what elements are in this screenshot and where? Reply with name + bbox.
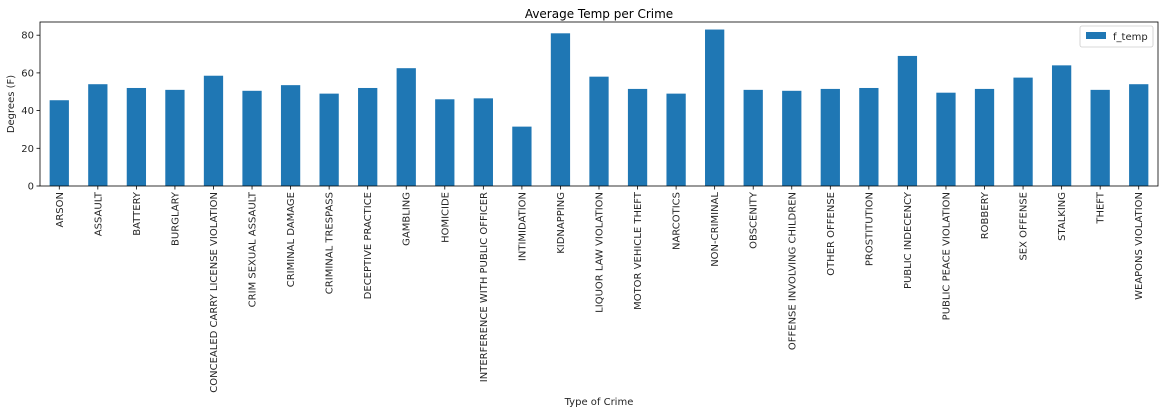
legend-box <box>1079 25 1154 48</box>
x-tick-label: BURGLARY <box>170 191 181 246</box>
x-tick-label: HOMICIDE <box>440 192 451 243</box>
x-tick-label: DECEPTIVE PRACTICE <box>363 192 374 299</box>
legend-label-f-temp: f_temp <box>1113 32 1148 43</box>
x-tick-label: ARSON <box>55 192 66 228</box>
y-tick-label: 80 <box>21 31 34 42</box>
plot-frame <box>39 21 1159 187</box>
x-axis-label: Type of Crime <box>564 397 634 408</box>
x-tick-label: PUBLIC INDECENCY <box>903 191 914 289</box>
y-tick-label: 60 <box>21 68 34 79</box>
bar-non-criminal <box>705 29 725 187</box>
x-tick-label: MOTOR VEHICLE THEFT <box>633 191 644 310</box>
x-axis: ARSON ASSAULT BATTERY BURGLARY CONCEALED CAR… <box>55 186 1145 393</box>
bar-prostitution <box>859 87 879 186</box>
x-tick-label: ROBBERY <box>980 191 991 239</box>
bar-public-indecency <box>897 55 918 187</box>
bar-sex-offense <box>1013 77 1033 186</box>
bar-deceptive-practice <box>358 87 378 186</box>
bar-other-offense <box>820 88 840 186</box>
bar-public-peace-violation <box>936 92 956 186</box>
x-tick-label: NARCOTICS <box>672 192 683 250</box>
x-tick-label: LIQUOR LAW VIOLATION <box>595 192 606 313</box>
bar-gambling <box>396 68 416 186</box>
x-tick-label: GAMBLING <box>402 192 413 246</box>
bar-interference-with-public-officer <box>473 98 493 186</box>
bar-narcotics <box>666 93 686 186</box>
bar-arson <box>49 100 69 186</box>
x-tick-label: CRIMINAL DAMAGE <box>286 192 297 287</box>
x-tick-label: OFFENSE INVOLVING CHILDREN <box>787 192 798 350</box>
y-axis-label: Degrees (F) <box>6 75 17 133</box>
bar-battery <box>126 87 147 186</box>
bar-concealed-carry-license-violation <box>203 75 224 186</box>
x-tick-label: STALKING <box>1057 192 1068 241</box>
bar-stalking <box>1051 65 1072 186</box>
bar-assault <box>88 84 108 186</box>
bar-intimidation <box>512 126 532 186</box>
x-tick-label: OBSCENITY <box>749 191 760 249</box>
bars-group <box>49 29 1149 187</box>
x-tick-label: OTHER OFFENSE <box>826 192 837 276</box>
x-tick-label: ASSAULT <box>93 191 104 236</box>
x-tick-label: INTIMIDATION <box>517 192 528 261</box>
x-tick-label: NON-CRIMINAL <box>710 192 721 267</box>
bar-criminal-trespass <box>319 93 339 186</box>
y-axis: 0 20 40 60 80 <box>21 31 40 193</box>
bar-kidnapping <box>550 33 571 186</box>
x-tick-label: BATTERY <box>132 191 143 236</box>
y-tick-label: 20 <box>21 144 34 155</box>
bar-liquor-law-violation <box>589 76 609 186</box>
bar-homicide <box>435 99 455 186</box>
bar-theft <box>1090 89 1110 186</box>
y-tick-label: 40 <box>21 106 34 117</box>
bar-obscenity <box>743 89 763 186</box>
x-tick-label: KIDNAPPING <box>556 192 567 254</box>
bar-motor-vehicle-theft <box>627 88 648 186</box>
x-tick-label: CRIMINAL TRESPASS <box>325 192 336 294</box>
legend: f_temp <box>1079 25 1154 48</box>
chart-title: Average Temp per Crime <box>525 7 673 21</box>
x-tick-label: PUBLIC PEACE VIOLATION <box>941 192 952 320</box>
x-tick-label: THEFT <box>1096 191 1107 225</box>
x-tick-label: SEX OFFENSE <box>1019 192 1030 261</box>
bar-robbery <box>974 88 995 186</box>
bar-criminal-damage <box>280 85 301 186</box>
x-tick-label: CONCEALED CARRY LICENSE VIOLATION <box>209 192 220 393</box>
x-tick-label: CRIM SEXUAL ASSAULT <box>248 191 259 307</box>
legend-swatch <box>1086 32 1106 39</box>
x-tick-label: WEAPONS VIOLATION <box>1134 192 1145 300</box>
bar-offense-involving-children <box>782 90 802 186</box>
bar-weapons-violation <box>1129 84 1149 186</box>
bar-burglary <box>165 89 185 186</box>
bar-crim-sexual-assault <box>242 90 262 186</box>
y-tick-label: 0 <box>28 182 34 193</box>
x-tick-label: INTERFERENCE WITH PUBLIC OFFICER <box>479 192 490 382</box>
x-tick-label: PROSTITUTION <box>864 192 875 266</box>
